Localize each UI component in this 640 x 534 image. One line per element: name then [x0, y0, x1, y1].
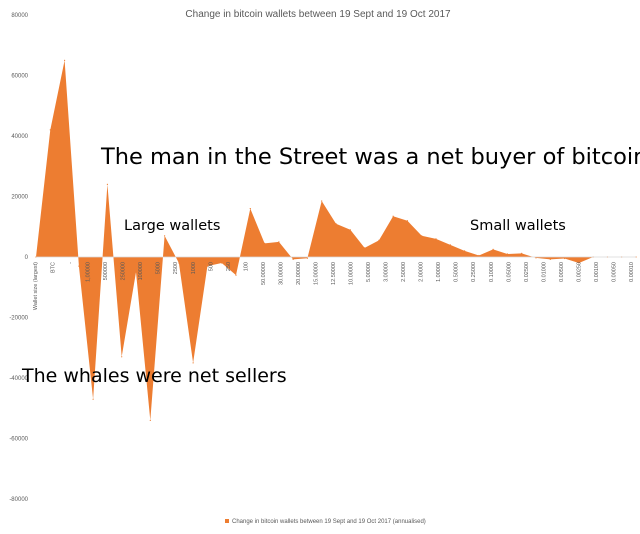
- data-point: [121, 356, 123, 358]
- data-point: [78, 265, 80, 267]
- data-point: [506, 253, 508, 255]
- x-tick-label: 3.00000: [384, 262, 390, 282]
- x-tick-label: 2.00000: [419, 262, 425, 282]
- annotation-large-wallets: Large wallets: [124, 218, 221, 234]
- data-point: [564, 257, 566, 260]
- data-point: [435, 238, 437, 240]
- data-point: [178, 262, 180, 264]
- x-tick-label: 0.00500: [559, 262, 565, 282]
- y-tick-label: 60000: [11, 74, 28, 80]
- x-tick-label: 100: [243, 262, 249, 271]
- data-point: [264, 242, 266, 244]
- y-tick-label: 20000: [11, 195, 28, 201]
- x-tick-label: 0.00050: [612, 262, 618, 282]
- legend-label: Change in bitcoin wallets between 19 Sep…: [232, 519, 426, 525]
- y-tick-label: 40000: [11, 134, 28, 140]
- x-tick-label: 0.00100: [594, 262, 600, 282]
- annotation-small-wallets: Small wallets: [470, 218, 566, 234]
- x-tick-label: 0.02500: [524, 262, 530, 282]
- x-tick-label: 5.00000: [366, 262, 372, 282]
- data-point: [92, 398, 94, 400]
- legend-swatch: [225, 519, 229, 523]
- x-tick-label: 1000: [191, 262, 197, 274]
- x-tick-label: 15.00000: [314, 262, 320, 285]
- x-tick-label: 0.50000: [454, 262, 460, 282]
- plot-area: [35, 59, 637, 421]
- x-tick-label: 250: [226, 262, 232, 271]
- x-tick-label: 0.00250: [576, 262, 582, 282]
- x-tick-label: 0.05000: [506, 262, 512, 282]
- data-point: [406, 220, 408, 222]
- x-tick-label: 1.00000: [436, 262, 442, 282]
- data-point: [492, 248, 494, 250]
- data-point: [164, 235, 166, 237]
- x-tick-label: 0.25000: [471, 262, 477, 282]
- x-tick-label: 5000: [156, 262, 162, 274]
- data-point: [392, 215, 394, 217]
- annotation-buyers: The man in the Street was a net buyer of…: [101, 144, 640, 170]
- y-axis: 80000 60000 40000 20000 0 -20000 -40000 -60000 -…: [9, 13, 28, 503]
- y-tick-label: -80000: [9, 497, 28, 503]
- data-point: [64, 59, 66, 62]
- data-point: [535, 257, 537, 259]
- data-point: [235, 274, 237, 276]
- x-tick-label: 0.10000: [489, 262, 495, 282]
- series-area: [36, 60, 636, 421]
- data-point: [549, 258, 551, 260]
- chart-title: Change in bitcoin wallets between 19 Sep…: [185, 9, 451, 20]
- data-point: [292, 258, 294, 260]
- data-point: [149, 419, 151, 421]
- data-point: [578, 262, 580, 264]
- data-point: [249, 208, 251, 210]
- data-point: [306, 257, 308, 259]
- x-tick-label: 2.50000: [401, 262, 407, 282]
- data-point: [221, 262, 223, 264]
- data-point: [449, 244, 451, 246]
- legend: Change in bitcoin wallets between 19 Sep…: [225, 519, 426, 525]
- data-point: [206, 265, 208, 267]
- x-tick-label: -: [68, 262, 74, 264]
- data-point: [521, 252, 523, 254]
- data-point: [106, 183, 108, 185]
- data-point: [421, 235, 423, 237]
- y-tick-label: -40000: [9, 376, 28, 382]
- y-tick-label: -60000: [9, 437, 28, 443]
- data-point: [349, 229, 351, 231]
- data-point: [364, 247, 366, 249]
- data-point: [49, 129, 51, 131]
- x-tick-label: 12.50000: [331, 262, 337, 285]
- y-tick-label: 80000: [11, 13, 28, 19]
- x-tick-label: BTC: [51, 262, 57, 273]
- x-tick-label: 500000: [103, 262, 109, 280]
- x-tick-label: Wallet size (largest): [33, 262, 39, 310]
- x-tick-label: 0.01000: [541, 262, 547, 282]
- y-tick-label: -20000: [9, 316, 28, 322]
- x-tick-label: 20.00000: [296, 262, 302, 285]
- data-point: [378, 239, 380, 241]
- x-tick-label: 10.00000: [349, 262, 355, 285]
- data-point: [464, 250, 466, 252]
- data-point: [192, 362, 194, 364]
- x-tick-label: 50.00000: [261, 262, 267, 285]
- data-point: [478, 254, 480, 257]
- x-tick-label: 2500: [173, 262, 179, 274]
- annotation-sellers: The whales were net sellers: [22, 365, 287, 387]
- x-tick-label: 1,00000: [86, 262, 92, 282]
- x-tick-label: 100000: [138, 262, 144, 280]
- x-tick-label: 250000: [121, 262, 127, 280]
- x-tick-label: 0.00010: [629, 262, 635, 282]
- x-tick-label: 500: [208, 262, 214, 271]
- x-axis: Wallet size (largest) BTC - 1,00000 500000 25…: [33, 256, 636, 310]
- data-point: [135, 271, 137, 273]
- x-tick-label: 30.00000: [278, 262, 284, 285]
- data-point: [335, 223, 337, 225]
- data-point: [321, 200, 323, 202]
- y-tick-label: 0: [25, 255, 29, 261]
- data-point: [278, 241, 280, 243]
